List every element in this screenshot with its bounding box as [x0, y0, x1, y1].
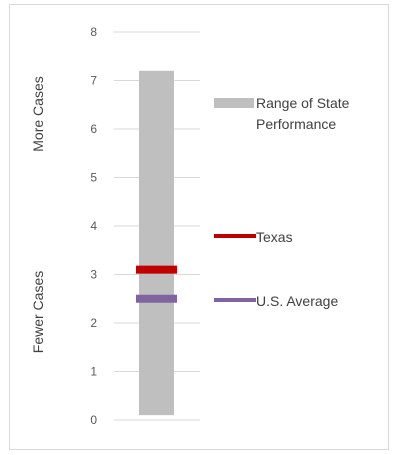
legend-label-us-average: U.S. Average — [256, 293, 338, 309]
y-tick-label: 0 — [90, 413, 97, 427]
legend-swatch-range — [214, 98, 254, 108]
legend-label-texas: Texas — [256, 229, 293, 245]
y-tick-label: 2 — [90, 316, 97, 330]
legend-label-range-line1: Range of State — [256, 95, 350, 111]
legend-swatch-texas — [214, 234, 256, 238]
y-tick-label: 8 — [90, 25, 97, 39]
legend-swatch-us-average — [214, 298, 256, 302]
legend-label-range-line2: Performance — [256, 116, 336, 132]
y-tick-label: 4 — [90, 219, 97, 233]
side-label-bottom: Fewer Cases — [30, 271, 46, 353]
range-bar — [139, 70, 174, 416]
y-tick-label: 6 — [90, 122, 97, 136]
marker-bar-texas — [136, 265, 177, 274]
marker-bar-u-s-average — [136, 294, 177, 303]
y-axis-ticks: 0 1 2 3 4 5 6 7 8 — [90, 25, 97, 427]
chart-frame — [9, 4, 389, 450]
y-tick-label: 3 — [90, 268, 97, 282]
y-tick-label: 7 — [90, 74, 97, 88]
y-tick-label: 5 — [90, 171, 97, 185]
y-tick-label: 1 — [90, 365, 97, 379]
side-label-top: More Cases — [30, 76, 46, 151]
